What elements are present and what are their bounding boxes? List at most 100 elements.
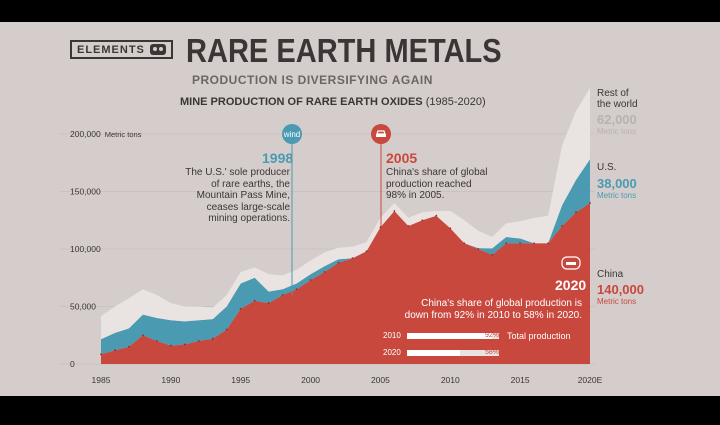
legend-rest-line: Rest of bbox=[597, 88, 629, 99]
china-data-point bbox=[253, 299, 256, 302]
chart-title-years: (1985-2020) bbox=[425, 96, 486, 108]
x-tick-label: 1985 bbox=[92, 375, 111, 385]
legend-china-value: 140,000 bbox=[597, 282, 644, 297]
china-data-point bbox=[547, 242, 549, 245]
china-data-point bbox=[449, 227, 452, 230]
bar-2020-fill bbox=[407, 350, 461, 356]
x-tick-label: 2015 bbox=[511, 375, 530, 385]
car-icon-glyph bbox=[376, 130, 386, 137]
y-tick-label: 100,000 bbox=[70, 244, 101, 254]
china-data-point bbox=[267, 302, 270, 304]
china-data-point bbox=[309, 279, 312, 281]
legend-rest-unit: Metric tons bbox=[597, 127, 637, 136]
wind-marker: wind bbox=[282, 124, 302, 144]
annotation-2005-text: China's share of global production reach… bbox=[386, 167, 487, 202]
china-data-point bbox=[407, 225, 410, 227]
annotation-2005-line: production reached bbox=[386, 178, 472, 190]
china-data-point bbox=[477, 248, 480, 250]
legend-rest-line: the world bbox=[597, 99, 638, 110]
annotation-1998-line: mining operations. bbox=[208, 213, 290, 224]
note-2020-line: China's share of global production is bbox=[421, 298, 582, 309]
china-area bbox=[101, 203, 590, 364]
note-2020-year: 2020 bbox=[555, 277, 587, 293]
car-icon bbox=[371, 124, 391, 144]
note-2020-line: down from 92% in 2010 to 58% in 2020. bbox=[404, 310, 582, 321]
china-data-point bbox=[323, 271, 326, 273]
china-data-point bbox=[351, 257, 354, 260]
mask-icon bbox=[150, 44, 166, 55]
china-data-point bbox=[225, 328, 228, 331]
china-data-point bbox=[519, 242, 522, 245]
annotation-1998-line: of rare earths, the bbox=[211, 178, 290, 190]
wind-marker-label: wind bbox=[283, 129, 301, 139]
legend-us-unit: Metric tons bbox=[597, 191, 637, 200]
china-data-point bbox=[421, 219, 424, 222]
legend-us-name: U.S. bbox=[597, 162, 617, 173]
china-data-point bbox=[337, 261, 340, 264]
stacked-area-chart: 0 50,000 100,000 150,000 200,000 Metric tons 1… bbox=[60, 88, 603, 385]
y-tick-label: 150,000 bbox=[70, 187, 101, 197]
china-data-point bbox=[575, 211, 577, 214]
annotation-1998-line: The U.S.' sole producer bbox=[185, 167, 290, 178]
bar-2010-label: 2010 bbox=[383, 331, 401, 340]
rest-of-world-area bbox=[101, 88, 590, 340]
bar-2010-track: 92% bbox=[407, 332, 499, 339]
y-tick-label: 200,000 Metric tons bbox=[70, 129, 142, 139]
logo-text: ELEMENTS bbox=[77, 43, 145, 56]
bar-2020-track: 58% bbox=[407, 349, 499, 356]
x-tick-label: 2020E bbox=[578, 375, 603, 385]
china-data-point bbox=[100, 353, 102, 356]
y-tick-label: 50,000 bbox=[70, 302, 96, 312]
x-tick-label: 2005 bbox=[371, 375, 390, 385]
bar-caption: Total production bbox=[507, 331, 571, 341]
china-data-point bbox=[435, 214, 438, 217]
annotation-1998-text: The U.S.' sole producer of rare earths, … bbox=[174, 167, 290, 225]
annotation-2005-year: 2005 bbox=[386, 150, 418, 166]
china-data-point bbox=[155, 340, 158, 342]
note-2020-text: China's share of global production is do… bbox=[398, 298, 582, 322]
x-tick-label: 1990 bbox=[161, 375, 180, 385]
china-data-point bbox=[295, 288, 298, 291]
y-tick-label: 0 bbox=[70, 359, 75, 369]
china-data-point bbox=[239, 307, 242, 310]
legend-china-unit: Metric tons bbox=[597, 297, 637, 306]
bar-2010-pct: 92% bbox=[484, 332, 499, 339]
china-data-point bbox=[142, 334, 144, 337]
annotation-1998-line: Mountain Pass Mine, bbox=[196, 190, 290, 201]
annotation-2005-line: China's share of global bbox=[386, 167, 488, 178]
china-data-point bbox=[211, 337, 214, 340]
chart-title: MINE PRODUCTION OF RARE EARTH OXIDES (19… bbox=[180, 96, 486, 108]
annotation-1998-line: ceases large-scale bbox=[206, 201, 290, 213]
china-data-point bbox=[505, 242, 508, 245]
elements-logo: ELEMENTS bbox=[70, 40, 173, 59]
china-data-point bbox=[281, 294, 284, 296]
annotation-1998-year: 1998 bbox=[262, 150, 294, 166]
legend-rest-name: Rest of the world bbox=[597, 88, 638, 110]
china-data-point bbox=[365, 250, 368, 253]
china-data-point bbox=[463, 242, 466, 245]
china-data-point bbox=[393, 210, 396, 212]
legend-china-name: China bbox=[597, 269, 624, 280]
y-unit-label: Metric tons bbox=[105, 130, 142, 139]
china-data-point bbox=[128, 345, 130, 348]
legend-us-value: 38,000 bbox=[597, 176, 637, 191]
china-data-point bbox=[491, 253, 494, 256]
china-data-point bbox=[561, 225, 563, 227]
us-area bbox=[101, 159, 590, 355]
china-data-point bbox=[197, 340, 200, 342]
bar-2020-pct: 58% bbox=[484, 349, 499, 356]
bar-2010-fill bbox=[407, 333, 492, 339]
bar-2020-label: 2020 bbox=[383, 348, 401, 357]
infographic-panel: 0 50,000 100,000 150,000 200,000 Metric tons 1… bbox=[0, 22, 720, 396]
chart-title-text: MINE PRODUCTION OF RARE EARTH OXIDES bbox=[180, 96, 423, 108]
legend-rest-value: 62,000 bbox=[597, 112, 637, 127]
x-tick-label: 2010 bbox=[441, 375, 460, 385]
page-title: RARE EARTH METALS bbox=[186, 32, 502, 69]
china-data-point bbox=[169, 344, 172, 347]
china-data-point bbox=[183, 343, 186, 346]
car-outline-icon bbox=[561, 256, 581, 270]
annotation-2005-line: 98% in 2005. bbox=[386, 190, 445, 201]
china-data-point bbox=[114, 349, 116, 352]
x-tick-label: 1995 bbox=[231, 375, 250, 385]
china-data-point bbox=[533, 242, 536, 245]
